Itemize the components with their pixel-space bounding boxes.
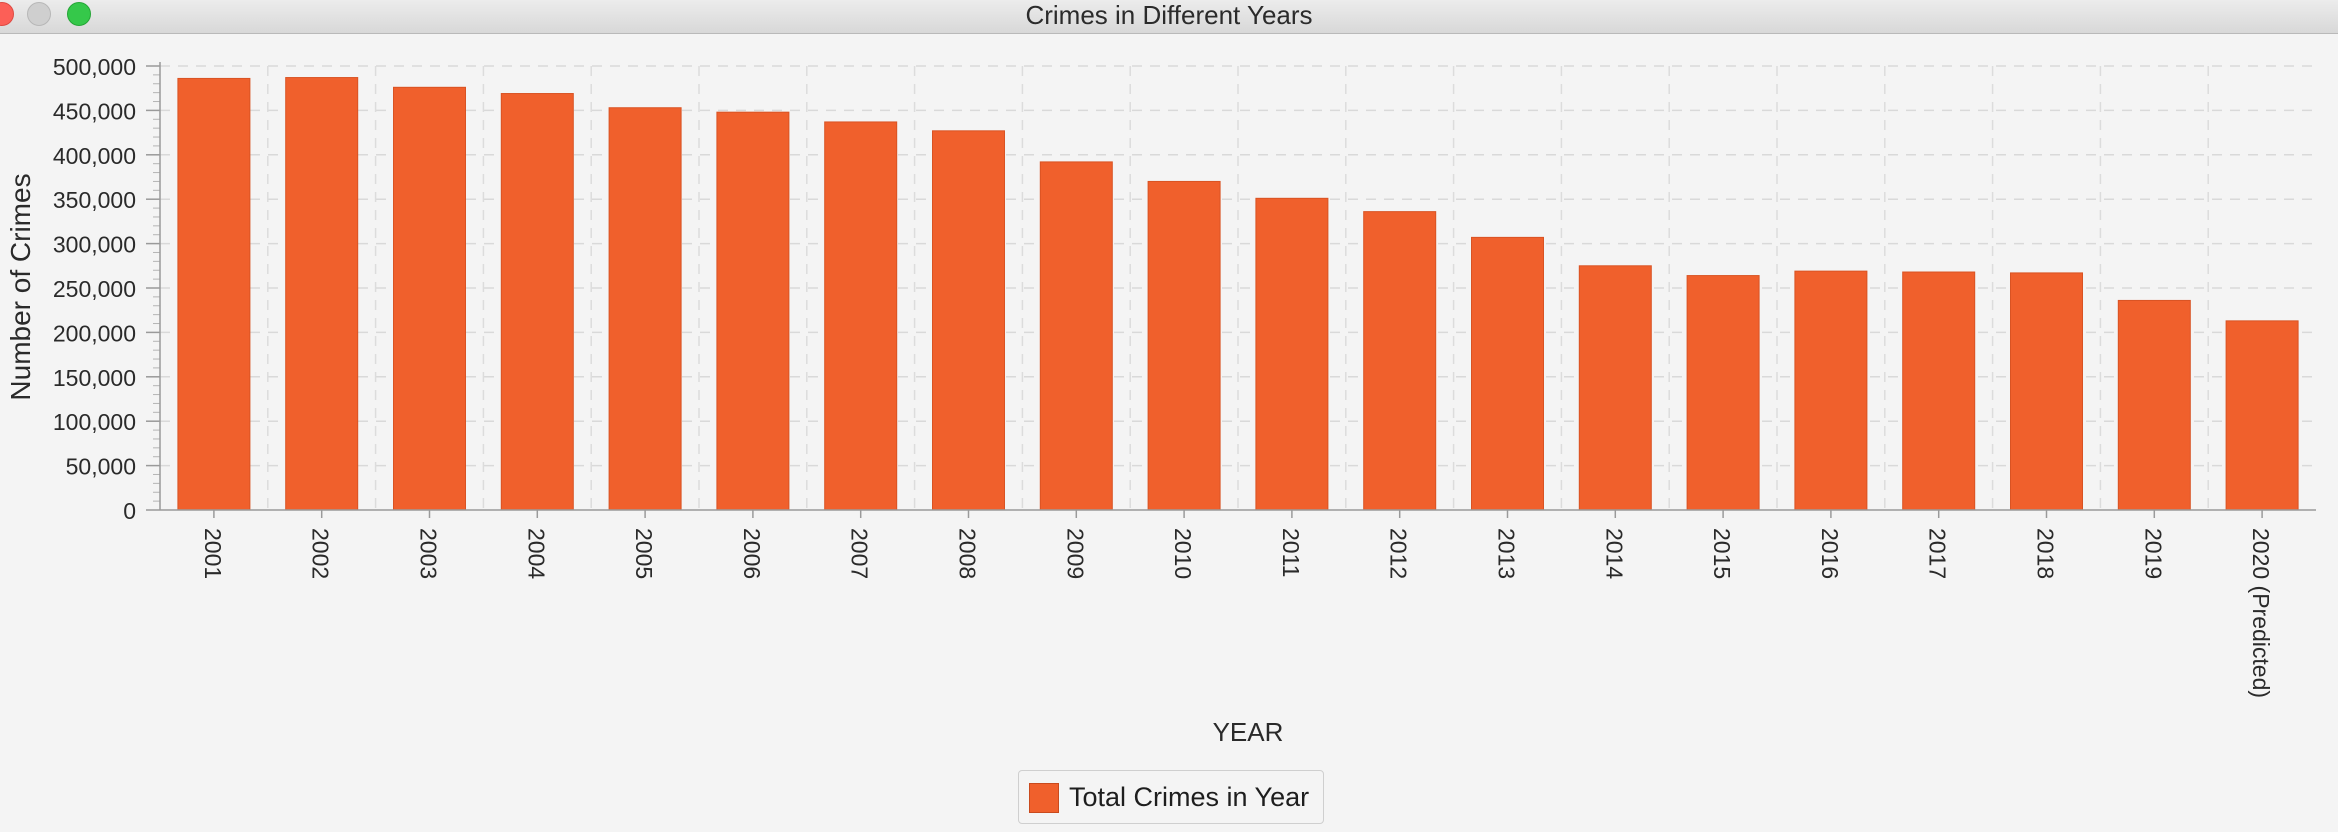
x-tick-label: 2002 (308, 528, 334, 579)
x-tick-label: 2016 (1817, 528, 1843, 579)
y-tick-label: 450,000 (53, 98, 136, 124)
tick-labels: 0 50,000 100,000 150,000 200,000 250,000 300,0… (53, 54, 2274, 698)
x-tick-label: 2014 (1601, 528, 1627, 579)
x-tick-label: 2003 (416, 528, 442, 579)
x-tick-label: 2006 (739, 528, 765, 579)
x-axis-title: YEAR (1213, 717, 1284, 747)
y-tick-label: 0 (123, 498, 136, 524)
y-tick-label: 400,000 (53, 143, 136, 169)
bar (1794, 270, 1868, 511)
x-tick-label: 2011 (1278, 528, 1304, 577)
bar (2117, 299, 2191, 511)
x-tick-label: 2005 (631, 528, 657, 579)
bar (500, 93, 574, 511)
bar (1902, 271, 1976, 511)
bar (932, 130, 1005, 511)
y-tick-label: 250,000 (53, 276, 136, 302)
y-axis-title: Number of Crimes (5, 173, 36, 400)
y-tick-label: 300,000 (53, 232, 136, 258)
x-tick-label: 2013 (1494, 528, 1520, 579)
bar (2010, 272, 2083, 511)
bar (1578, 265, 1652, 511)
x-tick-label: 2018 (2033, 528, 2059, 579)
bar (393, 86, 466, 511)
window-title: Crimes in Different Years (1025, 0, 1313, 30)
bar (285, 77, 359, 511)
y-tick-label: 100,000 (53, 409, 136, 435)
x-tick-label: 2012 (1386, 528, 1412, 579)
legend-label: Total Crimes in Year (1069, 782, 1310, 812)
x-tick-label: 2020 (Predicted) (2248, 528, 2274, 698)
bar (1471, 236, 1544, 511)
legend: Total Crimes in Year (1018, 770, 1324, 824)
y-tick-label: 350,000 (53, 187, 136, 213)
bar (716, 111, 790, 511)
bar (177, 77, 251, 511)
bar (1255, 197, 1329, 511)
x-tick-label: 2004 (523, 528, 549, 579)
grid-lines (160, 65, 2316, 510)
bar (2225, 320, 2299, 511)
axes (146, 62, 2316, 518)
bar (1363, 211, 1437, 511)
bar (1147, 180, 1221, 511)
window-titlebar: Crimes in Different Years (0, 0, 2338, 34)
bar (1686, 275, 1760, 511)
bar (1039, 161, 1113, 511)
x-tick-label: 2010 (1170, 528, 1196, 579)
legend-swatch (1029, 783, 1059, 813)
x-tick-label: 2007 (847, 528, 873, 579)
bars (177, 77, 2299, 511)
bar (608, 107, 682, 511)
y-tick-label: 500,000 (53, 54, 136, 80)
y-tick-label: 50,000 (66, 454, 136, 480)
y-tick-label: 200,000 (53, 320, 136, 346)
x-tick-label: 2017 (1925, 528, 1951, 579)
x-tick-label: 2015 (1709, 528, 1735, 579)
x-tick-label: 2008 (955, 528, 981, 579)
x-tick-label: 2001 (200, 528, 226, 579)
x-tick-label: 2009 (1062, 528, 1088, 579)
minimize-window-button[interactable] (27, 2, 51, 26)
x-tick-label: 2019 (2140, 528, 2166, 579)
y-tick-label: 150,000 (53, 365, 136, 391)
maximize-window-button[interactable] (67, 2, 91, 26)
bar (824, 121, 898, 511)
